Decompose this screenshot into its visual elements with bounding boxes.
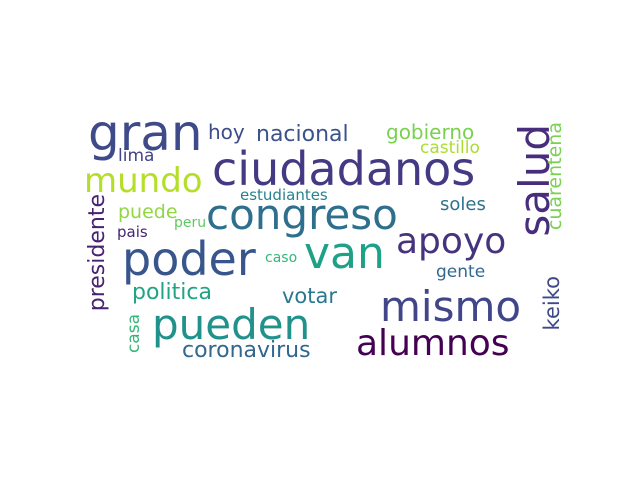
word-mundo: mundo (84, 161, 203, 201)
word-pais: pais (117, 223, 148, 241)
word-alumnos: alumnos (356, 323, 510, 364)
word-gente: gente (436, 262, 486, 282)
word-caso: caso (265, 250, 298, 266)
word-soles: soles (440, 194, 486, 215)
word-coronavirus: coronavirus (182, 338, 311, 363)
word-lima: lima (118, 146, 155, 166)
word-peru: peru (174, 215, 207, 231)
word-hoy: hoy (208, 120, 245, 144)
word-gobierno: gobierno (386, 120, 475, 144)
word-castillo: castillo (420, 138, 480, 158)
word-casa: casa (124, 314, 144, 354)
word-votar: votar (282, 284, 338, 308)
word-ciudadanos: ciudadanos (212, 142, 476, 196)
word-poder: poder (122, 232, 256, 286)
word-van: van (304, 228, 385, 279)
word-presidente: presidente (85, 194, 110, 312)
word-apoyo: apoyo (396, 221, 507, 262)
word-keiko: keiko (540, 276, 564, 331)
word-mismo: mismo (380, 282, 522, 331)
word-politica: politica (132, 280, 212, 305)
word-gran: gran (88, 104, 203, 162)
word-estudiantes: estudiantes (240, 186, 328, 204)
word-nacional: nacional (256, 122, 349, 147)
word-pueden: pueden (152, 300, 311, 349)
word-puede: puede (118, 201, 178, 223)
word-cuarentena: cuarentena (544, 122, 566, 231)
word-congreso: congreso (206, 190, 398, 239)
